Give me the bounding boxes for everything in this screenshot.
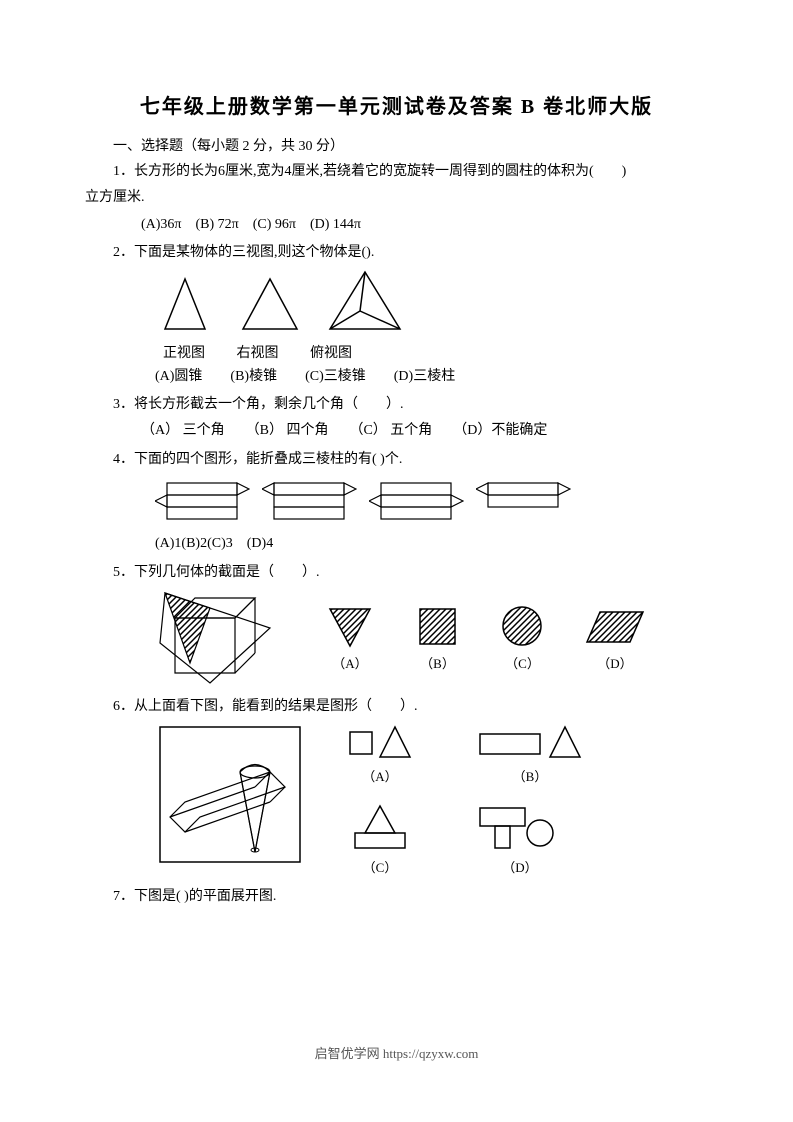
q1-text: 1．长方形的长为6厘米,宽为4厘米,若绕着它的宽旋转一周得到的圆柱的体积为( ) [85, 161, 708, 183]
q6-text: 6．从上面看下图，能看到的结果是图形（ ）. [85, 696, 708, 718]
q6-figures: （A） （B） （C） [155, 722, 708, 876]
q3-text: 3．将长方形截去一个角，剩余几个角（ ）. [85, 394, 708, 416]
q6-opt-d [475, 803, 565, 853]
q4-figures [155, 475, 708, 525]
q1-cont: 立方厘米. [85, 187, 708, 209]
q5-opt-c [500, 604, 545, 649]
q2-label-b: 右视图 [237, 346, 279, 361]
q6-label-b: （B） [513, 766, 548, 785]
q5-figures: （A） （B） （C） （D） [155, 588, 708, 688]
q5-label-a: （A） [332, 653, 367, 672]
q6-label-d: （D） [502, 857, 537, 876]
q6-opt-c [345, 803, 415, 853]
q4-options: (A)1(B)2(C)3 (D)4 [155, 533, 708, 555]
q2-labels: 正视图 右视图 俯视图 [163, 342, 708, 362]
q3-options: （A） 三个角 （B） 四个角 （C） 五个角 （D）不能确定 [85, 420, 708, 442]
q4-net-4 [476, 475, 571, 525]
q2-right-view [235, 274, 305, 334]
q4-net-2 [262, 475, 357, 525]
q5-label-b: （B） [420, 653, 455, 672]
q2-label-a: 正视图 [163, 346, 205, 361]
q1-options: (A)36π (B) 72π (C) 96π (D) 144π [85, 214, 708, 236]
q6-label-a: （A） [362, 766, 397, 785]
q5-opt-b [415, 604, 460, 649]
q6-opt-a [345, 722, 415, 762]
q6-opt-b [475, 722, 585, 762]
q6-solid [155, 722, 305, 867]
q5-text: 5．下列几何体的截面是（ ）. [85, 562, 708, 584]
page-title: 七年级上册数学第一单元测试卷及答案 B 卷北师大版 [85, 90, 708, 119]
q5-label-c: （C） [505, 653, 540, 672]
q4-net-3 [369, 475, 464, 525]
q5-opt-d [585, 604, 645, 649]
q2-figures [155, 269, 708, 334]
q5-opt-a [325, 604, 375, 649]
q2-top-view [325, 269, 405, 334]
footer: 启智优学网 https://qzyxw.com [0, 1043, 793, 1062]
q2-text: 2．下面是某物体的三视图,则这个物体是(). [85, 242, 708, 264]
q7-text: 7．下图是( )的平面展开图. [85, 886, 708, 908]
q4-net-1 [155, 475, 250, 525]
q6-label-c: （C） [363, 857, 398, 876]
q2-label-c: 俯视图 [310, 346, 352, 361]
section-header: 一、选择题（每小题 2 分，共 30 分） [85, 135, 708, 155]
q5-solid [155, 588, 285, 688]
q5-label-d: （D） [597, 653, 632, 672]
q4-text: 4．下面的四个图形，能折叠成三棱柱的有( )个. [85, 449, 708, 471]
q2-options: (A)圆锥 (B)棱锥 (C)三棱锥 (D)三棱柱 [155, 366, 708, 388]
q2-front-view [155, 274, 215, 334]
